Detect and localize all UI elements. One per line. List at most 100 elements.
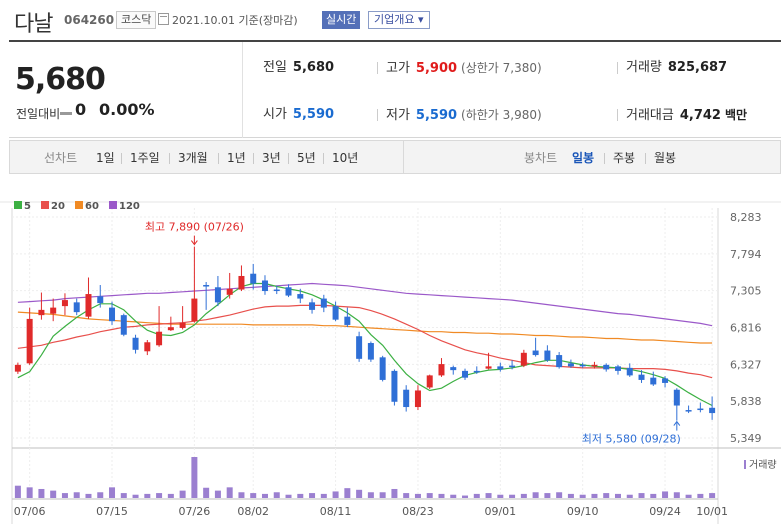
min-price-annotation: 최저 5,580 (09/28): [582, 433, 681, 446]
volume-bar: [356, 489, 363, 498]
volume-bar: [85, 493, 92, 498]
candle-body: [638, 374, 645, 380]
volume-bar: [261, 493, 268, 498]
volume-bar: [109, 487, 116, 498]
open-cell: 시가 5,590: [263, 105, 334, 125]
volume-bar: [403, 493, 410, 498]
volume-bar: [191, 457, 198, 498]
amount-label: 거래대금: [626, 108, 674, 123]
y-tick-label: 6,816: [730, 322, 762, 335]
divider: [604, 153, 605, 164]
volume-legend-label: 거래량: [749, 459, 777, 471]
moving-average-ma20: [17, 304, 713, 379]
volume-bar: [497, 494, 504, 498]
company-overview-dropdown[interactable]: 기업개요 ▾: [368, 11, 430, 29]
tab-1w[interactable]: 1주일: [130, 151, 160, 165]
volume-value: 825,687: [667, 60, 728, 75]
volume-bar: [226, 487, 233, 498]
candle-body: [367, 343, 374, 360]
candle-body: [50, 307, 57, 314]
change-value: 0: [75, 100, 87, 119]
candle-body: [426, 375, 433, 388]
x-tick-label: 07/15: [96, 505, 128, 518]
y-tick-label: 7,794: [730, 248, 762, 261]
volume-bar: [391, 488, 398, 498]
volume-bar: [414, 493, 421, 498]
stock-header: 다날 064260 코스닥 2021.10.01 기준(장마감) 실시간 기업개…: [0, 0, 781, 40]
change-label: 전일대비: [16, 107, 61, 121]
volume-bar: [685, 494, 692, 498]
y-tick-label: 8,283: [730, 211, 762, 224]
volume-bar: [591, 493, 598, 498]
legend-label: 60: [85, 201, 99, 212]
volume-bar: [50, 490, 57, 498]
volume-bar: [38, 488, 45, 498]
candle-body: [250, 273, 257, 284]
candle-body: [344, 316, 351, 325]
divider: [169, 153, 170, 164]
candle-body: [203, 285, 210, 287]
tab-3m[interactable]: 3개월: [178, 151, 208, 165]
candle-body: [614, 366, 621, 371]
amount-cell: 거래대금 4,742 백만: [626, 105, 747, 125]
chart-period-tabs: 선차트 1일 1주일 3개월 1년 3년 5년 10년 봉차트 일봉 주봉 월봉: [9, 140, 781, 174]
candle-body: [26, 318, 33, 364]
candle-body: [650, 377, 657, 385]
tab-1d[interactable]: 1일: [96, 151, 115, 165]
candle-body: [497, 366, 504, 370]
volume-bar: [26, 487, 33, 498]
realtime-button[interactable]: 실시간: [322, 11, 361, 29]
x-tick-label: 07/26: [179, 505, 211, 518]
y-tick-label: 5,838: [730, 395, 762, 408]
candle-body: [532, 350, 539, 356]
candle-body: [509, 365, 516, 368]
stock-code: 064260: [64, 13, 115, 27]
x-tick-label: 07/06: [14, 505, 46, 518]
candle-body: [450, 367, 457, 371]
candle-body: [473, 370, 480, 373]
low-label: 저가: [386, 108, 410, 123]
legend-label: 20: [51, 201, 65, 212]
tab-weekly[interactable]: 주봉: [613, 151, 636, 165]
tab-5y[interactable]: 5년: [297, 151, 316, 165]
change-percent: 0.00%: [99, 100, 155, 119]
volume-bar: [297, 493, 304, 498]
candle-body: [132, 337, 139, 350]
line-chart-label: 선차트: [44, 151, 78, 165]
current-price: 5,680: [15, 62, 106, 97]
candle-body: [697, 408, 704, 411]
y-tick-label: 6,327: [730, 358, 762, 371]
legend-swatch: [41, 201, 49, 209]
volume-bar: [156, 493, 163, 498]
high-label: 고가: [386, 61, 410, 76]
candle-body: [603, 364, 610, 370]
candle-body: [662, 378, 669, 383]
volume-bar: [638, 493, 645, 498]
volume-bar: [120, 493, 127, 498]
current-price-box: 5,680 전일대비 0 0.00%: [9, 42, 243, 138]
tab-10y[interactable]: 10년: [332, 151, 359, 165]
candle-body: [61, 300, 68, 307]
volume-bar: [556, 492, 563, 498]
tab-1y[interactable]: 1년: [227, 151, 246, 165]
divider: [617, 109, 618, 121]
candlestick-chart: 8,283 7,794 7,305 6,816 6,327 5,838 5,349 5 20 60…: [0, 201, 781, 524]
volume-bar: [132, 494, 139, 498]
tab-3y[interactable]: 3년: [262, 151, 281, 165]
volume-bar: [626, 494, 633, 498]
volume-legend-swatch: [744, 460, 746, 469]
candle-body: [73, 302, 80, 313]
candle-body: [120, 315, 127, 335]
candle-body: [285, 287, 292, 296]
candle-body: [38, 309, 45, 316]
candle-body: [332, 306, 339, 320]
divider: [323, 153, 324, 164]
candle-body: [85, 294, 92, 317]
divider: [218, 153, 219, 164]
volume-bar: [367, 492, 374, 498]
volume-bar: [238, 492, 245, 498]
tab-monthly[interactable]: 월봉: [654, 151, 677, 165]
tab-daily[interactable]: 일봉: [572, 151, 595, 165]
candle-body: [379, 357, 386, 380]
volume-bar: [144, 493, 151, 498]
